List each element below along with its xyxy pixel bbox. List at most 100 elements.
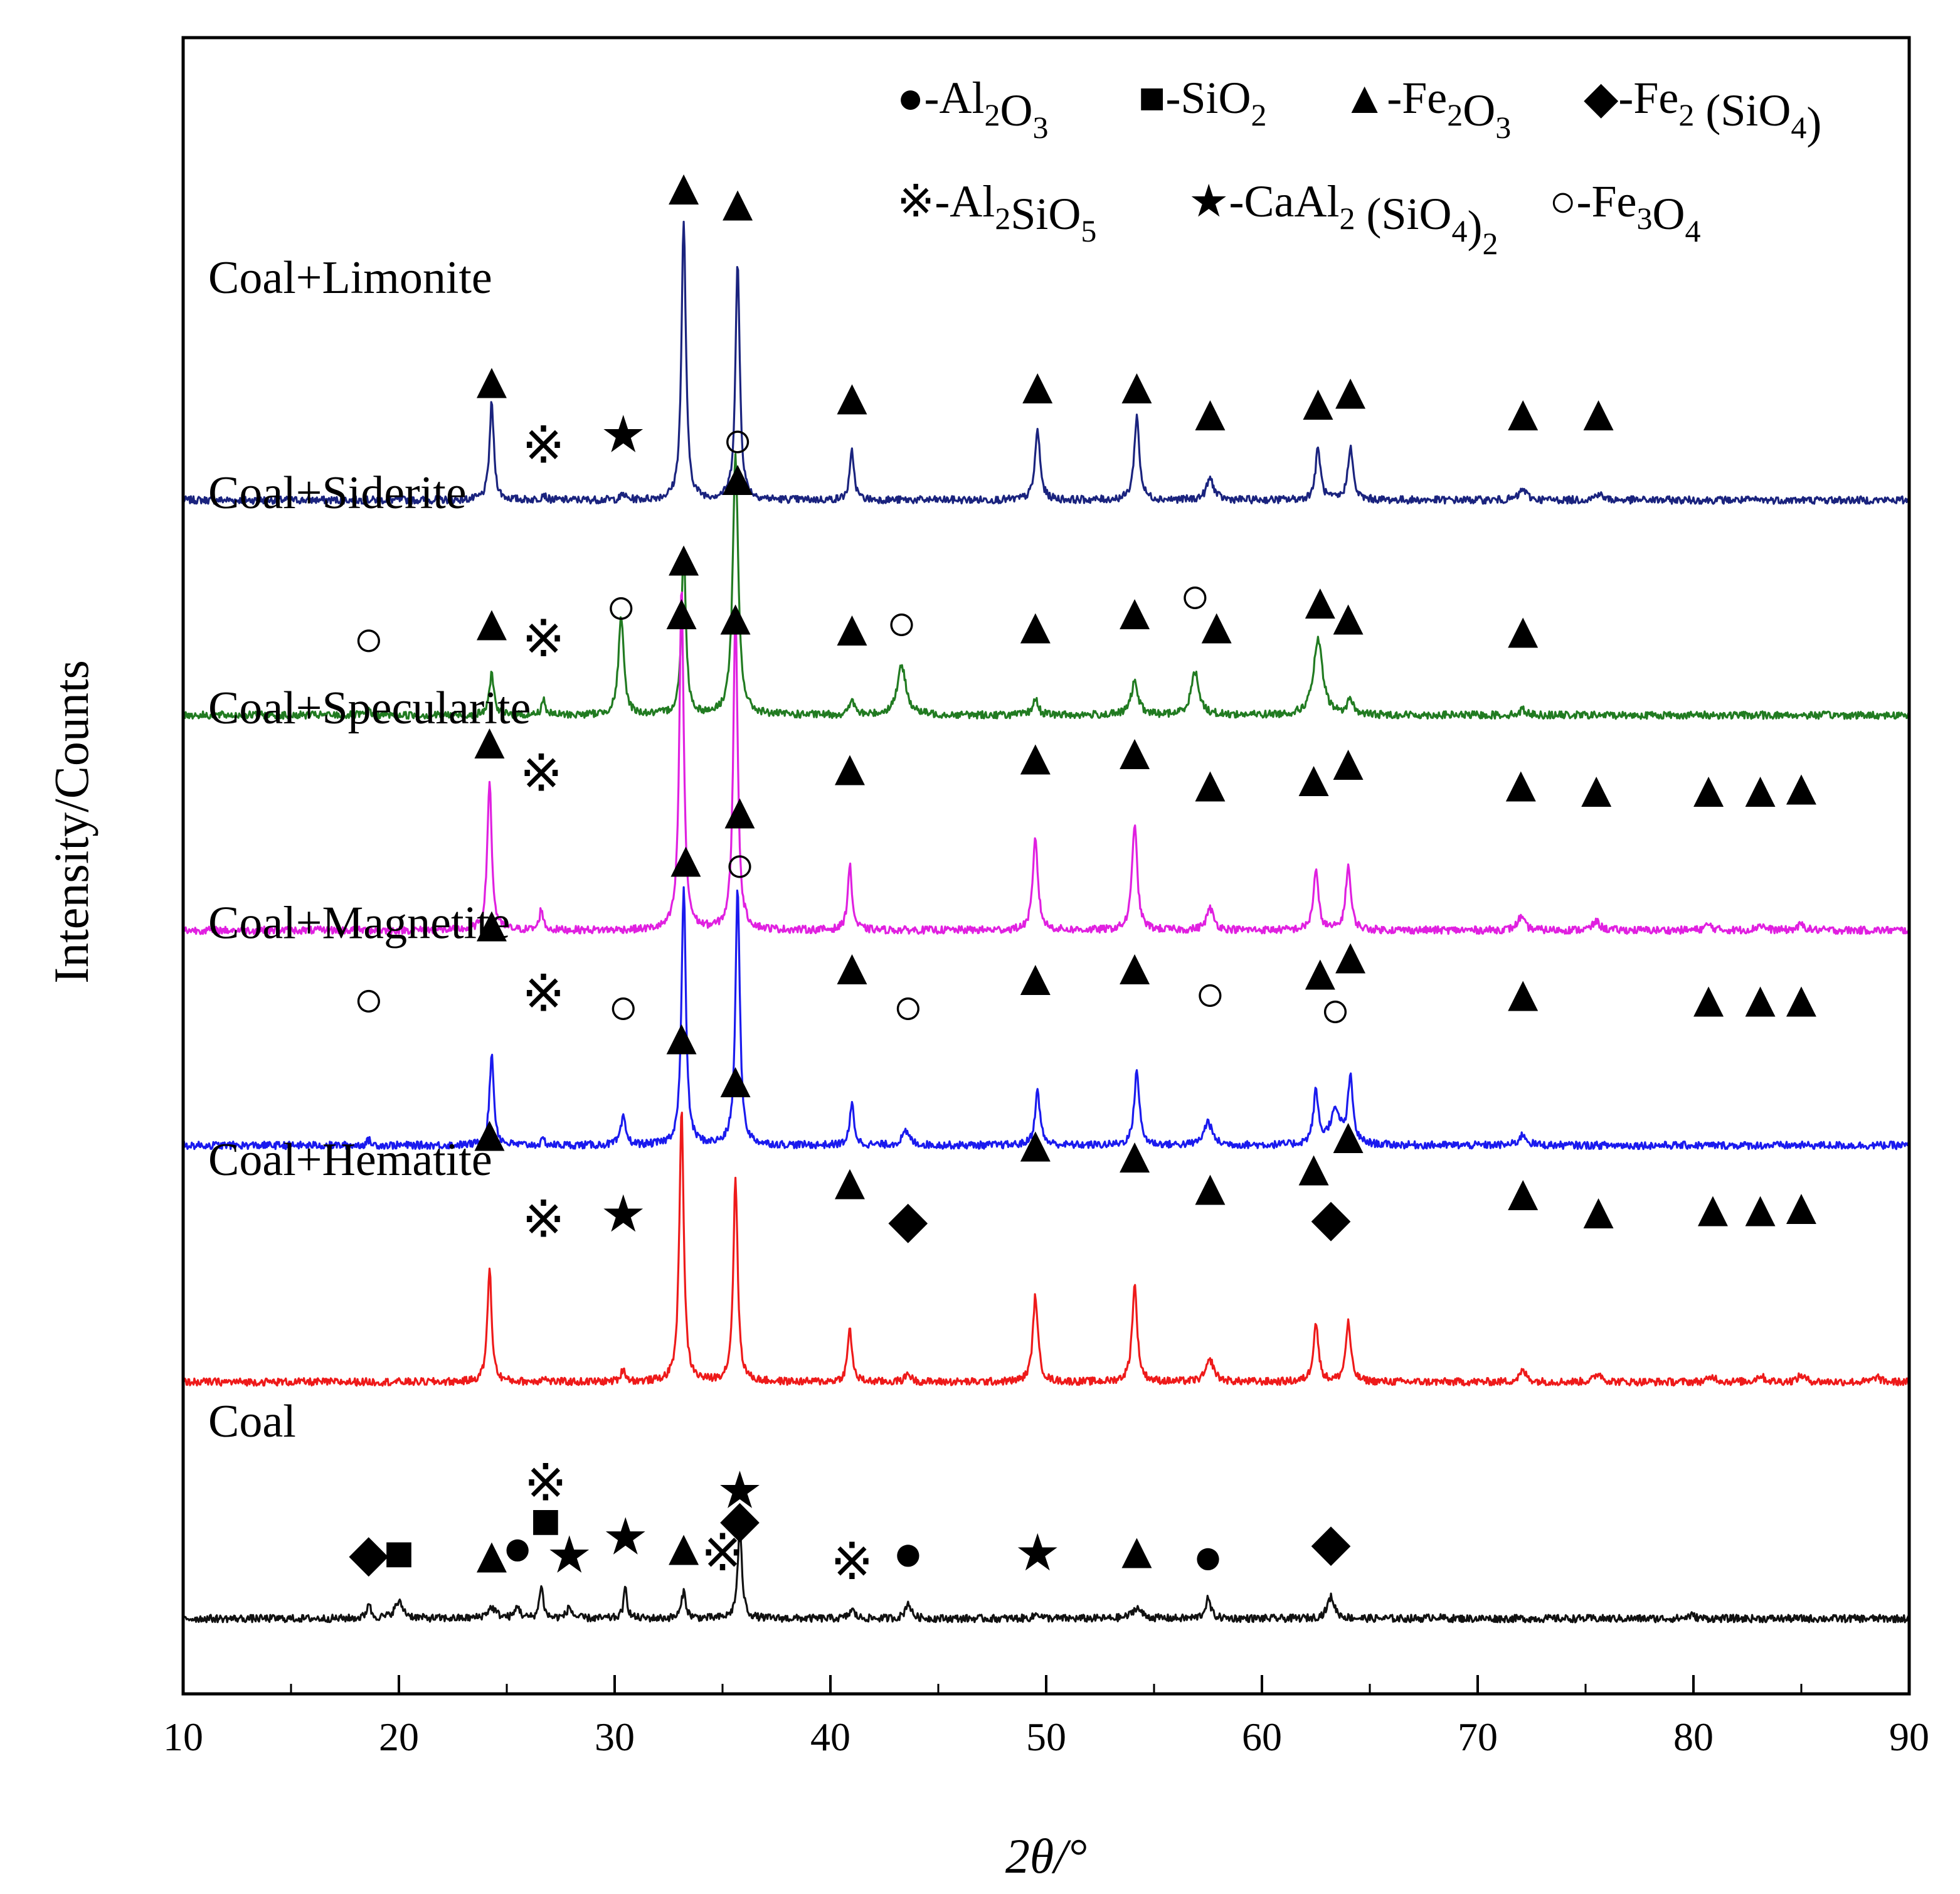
phase-marker-star: ★ (600, 1186, 647, 1243)
phase-marker-triangle: ▲ (710, 1051, 761, 1109)
series-label-coal-limonite: Coal+Limonite (208, 252, 492, 304)
legend-glyph-diamond: ◆ (1584, 73, 1619, 123)
phase-marker-triangle: ▲ (656, 583, 707, 641)
phase-marker-diamond: ◆ (888, 1191, 928, 1248)
phase-marker-asterism: ※ (522, 417, 565, 474)
phase-marker-circle-open: ○ (886, 594, 918, 651)
legend-glyph-triangle: ▲ (1342, 73, 1387, 123)
phase-marker-triangle: ▲ (1683, 971, 1734, 1028)
phase-marker-circle-open: ○ (608, 978, 639, 1035)
x-tick-label: 50 (1026, 1715, 1066, 1759)
xrd-chart: ▲※ ★▲ ▲▲ ▲ ▲ ▲ ▲▲ ▲ ▲○ ▲ ※○▲○▲▲ ○ ▲ ▲ ○▲ ▲▲ ▲▲※▲ ▲▲ ▲ ▲▲ ▲▲ ▲… (0, 0, 1960, 1894)
series-label-coal-siderite: Coal+Siderite (208, 467, 467, 519)
series-label-coal-magnetite: Coal+Magnetite (208, 898, 511, 949)
y-axis-title: Intensity/Counts (44, 660, 98, 984)
legend-item-triangle: ▲-Fe2O3 (1342, 73, 1511, 145)
phase-marker-diamond: ◆ (1311, 1189, 1351, 1246)
phase-marker-square: ■ (383, 1524, 415, 1582)
series-labels: Coal+Limonite Coal+Siderite Coal+Speculari… (208, 252, 531, 1447)
phase-marker-circle-filled: ● (893, 1524, 924, 1582)
phase-marker-circle-open: ○ (1320, 981, 1351, 1038)
phase-marker-triangle: ▲ (1185, 755, 1236, 812)
phase-marker-triangle: ▲ (1109, 723, 1160, 780)
phase-marker-triangle: ▲ (1495, 755, 1546, 812)
phase-marker-triangle: ▲ (1010, 597, 1061, 654)
legend-glyph-circle-filled: ● (897, 73, 924, 123)
phase-marker-triangle: ▲ (1323, 1107, 1374, 1164)
phase-marker-triangle: ▲ (660, 831, 711, 888)
phase-marker-asterism: ※ (830, 1533, 874, 1590)
phase-marker-star: ★ (1014, 1524, 1061, 1582)
phase-marker-triangle: ▲ (714, 782, 765, 839)
legend-item-star: ★-CaAl2 (SiO4)2 (1189, 176, 1498, 261)
x-axis-title: 2θ/° (1005, 1829, 1087, 1883)
legend-glyph-square: ■ (1138, 73, 1166, 123)
phase-marker-triangle: ▲ (1109, 1127, 1160, 1184)
phase-marker-triangle: ▲ (1498, 602, 1549, 659)
phase-marker-circle-filled: ● (502, 1519, 533, 1577)
x-tick-label: 10 (163, 1715, 203, 1759)
legend-item-diamond: ◆-Fe2 (SiO4) (1584, 73, 1821, 148)
legend-glyph-asterism: ※ (897, 176, 935, 226)
phase-marker-triangle: ▲ (824, 740, 875, 797)
legend-glyph-circle-open: ○ (1549, 176, 1577, 226)
phase-marker-triangle: ▲ (466, 353, 517, 410)
phase-marker-triangle: ▲ (466, 594, 517, 651)
phase-marker-triangle: ▲ (1185, 385, 1236, 442)
phase-marker-triangle: ▲ (712, 449, 763, 506)
phase-marker-triangle: ▲ (1323, 589, 1374, 646)
phase-marker-triangle: ▲ (1325, 363, 1375, 420)
phase-marker-triangle: ▲ (1010, 1116, 1061, 1173)
phase-marker-triangle: ▲ (712, 175, 763, 232)
phase-marker-triangle: ▲ (1776, 1178, 1826, 1235)
phase-marker-triangle: ▲ (1109, 583, 1160, 641)
phase-marker-triangle: ▲ (1010, 729, 1061, 786)
phase-marker-star: ★ (600, 406, 647, 463)
phase-marker-triangle: ▲ (1687, 1181, 1738, 1238)
phase-marker-triangle: ▲ (1571, 761, 1622, 818)
phase-marker-diamond: ◆ (720, 1490, 760, 1547)
phase-marker-triangle: ▲ (1185, 1159, 1236, 1216)
phase-marker-triangle: ▲ (1010, 949, 1061, 1006)
phase-marker-circle-open: ○ (724, 836, 756, 893)
phase-marker-circle-open: ○ (353, 971, 384, 1028)
phase-marker-triangle: ▲ (658, 159, 709, 216)
x-tick-label: 30 (595, 1715, 635, 1759)
phase-marker-star: ★ (546, 1527, 593, 1584)
phase-marker-asterism: ※ (522, 966, 565, 1023)
x-tick-label: 40 (810, 1715, 850, 1759)
legend-item-square: ■-SiO2 (1138, 73, 1267, 132)
phase-marker-triangle: ▲ (1776, 759, 1826, 816)
phase-marker-star: ★ (602, 1508, 649, 1565)
phase-marker-triangle: ▲ (1573, 385, 1624, 442)
phase-marker-triangle: ▲ (1323, 734, 1374, 791)
series-label-coal-hematite: Coal+Hematite (208, 1134, 492, 1186)
phase-marker-triangle: ▲ (1776, 971, 1826, 1028)
phase-marker-triangle: ▲ (1191, 597, 1242, 654)
phase-marker-triangle: ▲ (1498, 966, 1549, 1023)
marker-layer: ▲※ ★▲ ▲▲ ▲ ▲ ▲ ▲▲ ▲ ▲○ ▲ ※○▲○▲▲ ○ ▲ ▲ ○▲ ▲▲ ▲▲※▲ ▲▲ ▲ ▲▲ ▲▲ ▲… (349, 159, 1826, 1590)
phase-marker-triangle: ▲ (710, 589, 761, 646)
phase-marker-asterism: ※ (522, 1191, 565, 1248)
phase-marker-circle-open: ○ (1195, 966, 1226, 1023)
phase-marker-triangle: ▲ (1683, 761, 1734, 818)
phase-marker-diamond: ◆ (1311, 1514, 1351, 1571)
phase-marker-asterism: ※ (520, 745, 563, 802)
phase-marker-triangle: ▲ (827, 600, 877, 657)
phase-marker-asterism: ※ (522, 610, 565, 668)
phase-marker-triangle: ▲ (1109, 939, 1160, 996)
phase-marker-circle-filled: ● (1192, 1528, 1224, 1585)
x-tick-label: 20 (379, 1715, 419, 1759)
phase-marker-diamond: ◆ (349, 1524, 388, 1582)
phase-marker-circle-open: ○ (353, 610, 384, 668)
phase-marker-circle-open: ○ (606, 578, 637, 636)
x-tick-label: 70 (1458, 1715, 1498, 1759)
phase-marker-circle-open: ○ (893, 978, 924, 1035)
series-label-coal: Coal (208, 1396, 296, 1447)
legend: ●-Al2O3 ■-SiO2 ▲-Fe2O3 ◆-Fe2 (SiO4) ※-Al2SiO… (897, 73, 1821, 261)
series-label-coal-specularite: Coal+Specularite (208, 683, 531, 734)
x-tick-label: 80 (1673, 1715, 1714, 1759)
x-axis: 10 20 30 40 50 60 70 80 90 (163, 1675, 1929, 1759)
x-tick-label: 60 (1242, 1715, 1282, 1759)
phase-marker-triangle: ▲ (827, 939, 877, 996)
